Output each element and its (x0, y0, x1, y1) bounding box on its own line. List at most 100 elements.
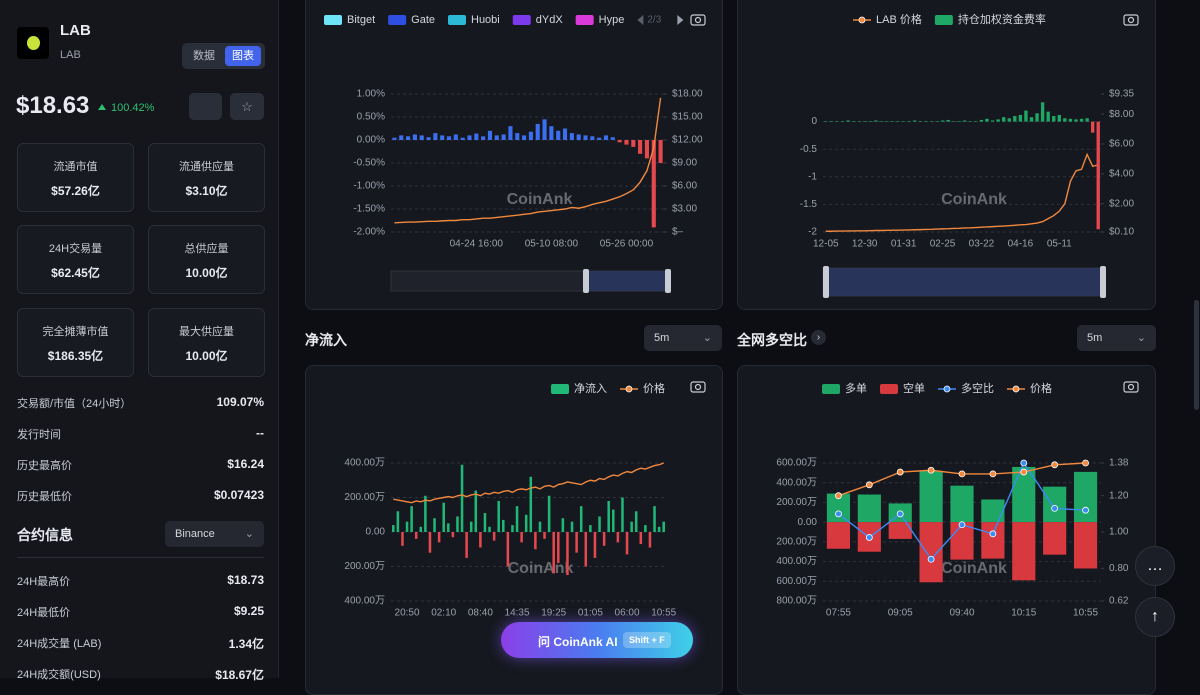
y-tick-label: 400.00万 (344, 596, 385, 607)
bar (538, 521, 542, 532)
bar (1052, 116, 1056, 122)
point (835, 510, 842, 518)
top-button[interactable]: ↑ (1135, 597, 1175, 637)
point (927, 555, 935, 563)
stat-card: 最大供应量 10.00亿 (148, 308, 265, 377)
bar (607, 500, 610, 532)
select-value: 5m (1087, 332, 1103, 344)
section-title: 净流入 (305, 332, 347, 348)
x-tick-label: 12-05 (813, 239, 839, 250)
bar (907, 121, 911, 122)
y-tick-label: -1 (808, 171, 817, 182)
legend-dot (858, 16, 866, 24)
bar (981, 522, 1005, 559)
bar (460, 137, 465, 140)
row-label: 24H最高价 (17, 576, 71, 588)
stat-label: 24H交易量 (48, 243, 103, 255)
bar (857, 121, 861, 122)
stat-label: 流通市值 (53, 161, 98, 173)
y2-tick-label: $4.00 (1109, 168, 1134, 179)
x-tick-label: 01-31 (891, 239, 917, 250)
x-tick-label: 10:55 (1073, 608, 1098, 619)
tab[interactable]: 数据 (193, 50, 215, 62)
bar (410, 506, 413, 532)
bar (474, 133, 479, 140)
camera-icon (690, 381, 706, 393)
bar (570, 521, 574, 532)
bar (557, 532, 560, 564)
bar (639, 532, 643, 545)
bar (481, 136, 486, 140)
bar (919, 522, 943, 583)
chart: 0 -0.5 -1 -1.5 -2 $9.35 $8.00 $6.00 $4.00 $2.00 $0… (800, 12, 1139, 298)
bar (918, 121, 922, 122)
bar (483, 513, 487, 532)
chat-button[interactable]: … (1135, 546, 1175, 586)
bar (840, 121, 845, 122)
row-label: 发行时间 (17, 429, 61, 441)
point (865, 481, 873, 489)
favorite-button[interactable]: ☆ (230, 93, 264, 120)
sidebar: LAB LAB 数据 图表 $18.63 100.42% ☆ 流通市值 $57.2… (0, 0, 279, 682)
bar (996, 119, 1000, 122)
point (1051, 504, 1059, 512)
exchange-select[interactable]: Binance ⌄ (165, 521, 264, 547)
bar (465, 532, 468, 558)
more-button[interactable]: › (811, 330, 826, 345)
interval-select[interactable]: 5m ⌄ (1077, 325, 1156, 351)
y-tick-label: -1.00% (353, 181, 385, 192)
bar (437, 532, 441, 543)
bar (1002, 117, 1006, 122)
bar (566, 532, 569, 576)
line (394, 97, 662, 224)
bar (433, 133, 438, 140)
bar (414, 532, 418, 539)
bar (506, 532, 510, 567)
bar (561, 518, 565, 532)
bar (492, 532, 496, 541)
legend-label: 多单 (845, 381, 867, 395)
bar (511, 525, 514, 532)
ai-button[interactable]: 问 CoinAnk AI Shift + F (501, 622, 693, 658)
bar (453, 134, 458, 140)
x-tick-label: 10:15 (1011, 608, 1036, 619)
bar (851, 121, 856, 122)
y-tick-label: 400.00万 (776, 477, 817, 488)
interval-select[interactable]: 5m ⌄ (644, 325, 722, 351)
bar (467, 135, 472, 140)
bar (528, 131, 533, 140)
bar (583, 135, 588, 140)
camera-lens (1127, 383, 1135, 391)
bar (598, 516, 601, 532)
y-tick-label: 1.00% (357, 89, 385, 100)
bar (522, 135, 527, 140)
bar (579, 506, 583, 532)
info-row: 历史最高价 $16.24 (17, 457, 264, 477)
row-value: 109.07% (216, 395, 264, 409)
share-button[interactable] (189, 93, 222, 120)
stat-card: 24H交易量 $62.45亿 (17, 225, 134, 294)
chart-panel: 0 -0.5 -1 -1.5 -2 $9.35 $8.00 $6.00 $4.00 $2.00 $0… (737, 0, 1156, 310)
bar (662, 521, 665, 532)
y-tick-label: 0.00 (366, 527, 386, 538)
point (865, 534, 873, 541)
bar (1068, 118, 1073, 122)
x-tick-label: 08:40 (468, 608, 493, 619)
bar (405, 521, 409, 532)
camera-icon (690, 14, 706, 26)
chevron: ⌄ (1136, 332, 1146, 344)
bar (653, 506, 656, 532)
bar (857, 494, 881, 523)
bar (502, 519, 505, 532)
view-tabs: 数据 图表 (182, 43, 265, 69)
bar (625, 532, 629, 555)
info-row: 24H成交量 (LAB) 1.34亿 (17, 635, 264, 655)
bar (624, 140, 629, 145)
info-row: 发行时间 -- (17, 426, 264, 446)
stat-value: 10.00亿 (185, 266, 228, 280)
bar (1096, 121, 1100, 230)
tab-active[interactable]: 图表 (225, 46, 261, 66)
x-tick-label: 05-26 00:00 (600, 239, 654, 250)
bar (651, 140, 656, 228)
